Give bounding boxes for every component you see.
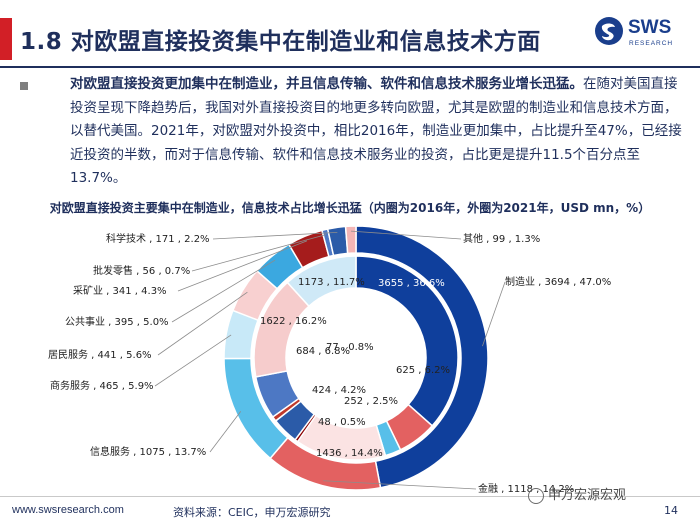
logo-subtext: RESEARCH bbox=[629, 40, 674, 47]
inner-label-1: 625 , 6.2% bbox=[396, 365, 450, 376]
footer-divider bbox=[0, 496, 700, 497]
outer-leader-line-4 bbox=[157, 291, 248, 356]
inner-label-2: 252 , 2.5% bbox=[344, 396, 398, 407]
inner-label-3: 1436 , 14.4% bbox=[316, 448, 383, 459]
sws-logo: SWS RESEARCH bbox=[594, 14, 682, 58]
outer-leader-line-6 bbox=[177, 240, 308, 292]
inner-label-7: 684 , 6.8% bbox=[296, 346, 350, 357]
outer-label-4: 居民服务 , 441 , 5.6% bbox=[48, 348, 152, 361]
outer-leader-line-3 bbox=[154, 334, 232, 387]
outer-leader-line-1 bbox=[323, 480, 477, 490]
watermark-text: 申万宏源宏观 bbox=[548, 488, 627, 503]
outer-label-5: 公共事业 , 395 , 5.0% bbox=[65, 315, 169, 328]
page-title: 1.8 对欧盟直接投资集中在制造业和信息技术方面 bbox=[20, 29, 541, 55]
outer-leader-line-9 bbox=[350, 230, 462, 240]
outer-label-9: 其他 , 99 , 1.3% bbox=[463, 232, 540, 245]
paragraph-body: 在随对美国直接投资呈现下降趋势后，我国对外直接投资目的地更多转向欧盟，尤其是欧盟… bbox=[70, 76, 682, 187]
outer-label-2: 信息服务 , 1075 , 13.7% bbox=[90, 445, 206, 458]
wechat-icon bbox=[528, 487, 544, 504]
outer-leader-line-0 bbox=[482, 281, 506, 347]
outer-ring-slice-9 bbox=[344, 225, 357, 255]
outer-leader-line-5 bbox=[171, 259, 276, 323]
outer-leader-line-2 bbox=[209, 411, 242, 453]
header-divider bbox=[0, 66, 700, 68]
inner-label-8: 1622 , 16.2% bbox=[260, 316, 327, 327]
page-number: 14 bbox=[664, 504, 678, 517]
outer-label-7: 批发零售 , 56 , 0.7% bbox=[93, 264, 190, 277]
inner-ring-slice-9 bbox=[286, 255, 357, 308]
outer-label-0: 制造业 , 3694 , 47.0% bbox=[505, 275, 611, 288]
inner-label-4: 48 , 0.5% bbox=[318, 417, 366, 428]
body-paragraph: 对欧盟直接投资更加集中在制造业，并且信息传输、软件和信息技术服务业增长迅猛。在随… bbox=[70, 73, 682, 191]
outer-label-8: 科学技术 , 171 , 2.2% bbox=[106, 232, 210, 245]
logo-text: SWS bbox=[628, 17, 672, 38]
inner-label-0: 3655 , 36.6% bbox=[378, 278, 445, 289]
paragraph-lead: 对欧盟直接投资更加集中在制造业，并且信息传输、软件和信息技术服务业增长迅猛。 bbox=[70, 76, 583, 92]
inner-label-9: 1173 , 11.7% bbox=[298, 277, 365, 288]
footer-source: 资料来源：CEIC，申万宏源研究 bbox=[173, 506, 331, 519]
outer-label-6: 采矿业 , 341 , 4.3% bbox=[73, 284, 167, 297]
chart-title: 对欧盟直接投资主要集中在制造业，信息技术占比增长迅猛（内圈为2016年，外圈为2… bbox=[49, 201, 651, 215]
footer-url[interactable]: www.swsresearch.com bbox=[12, 504, 124, 516]
header-accent-bar bbox=[0, 18, 12, 60]
watermark: 申万宏源宏观 bbox=[528, 484, 626, 504]
outer-label-1: 金融 , 1118 , 14.2% bbox=[478, 482, 574, 495]
bullet-square-icon bbox=[20, 82, 28, 90]
sws-logo-icon bbox=[595, 17, 623, 45]
inner-label-6: 77 , 0.8% bbox=[326, 342, 374, 353]
outer-leader-line-7 bbox=[191, 234, 327, 272]
outer-leader-line-8 bbox=[212, 231, 338, 240]
inner-label-5: 424 , 4.2% bbox=[312, 385, 366, 396]
outer-label-3: 商务服务 , 465 , 5.9% bbox=[50, 379, 154, 392]
